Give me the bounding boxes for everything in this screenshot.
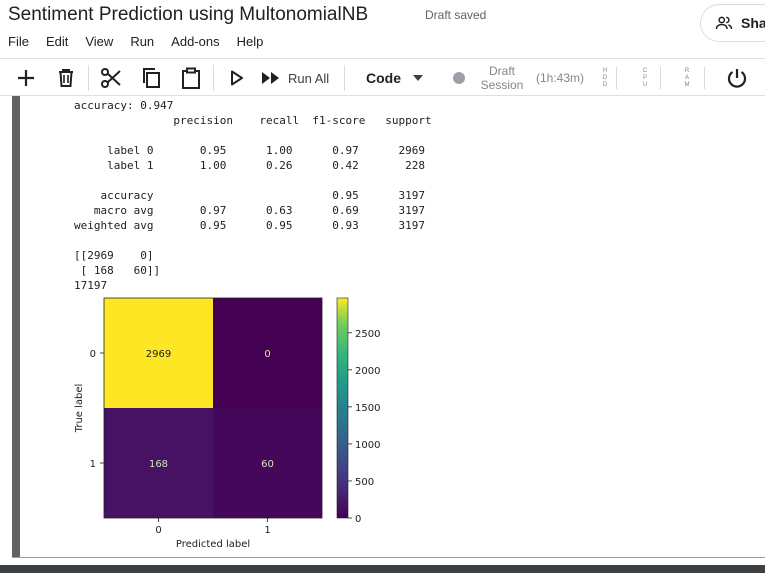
output-line (74, 173, 432, 188)
scissors-icon (101, 68, 121, 88)
colorbar-tick-label: 1000 (355, 440, 380, 451)
run-all-button[interactable]: Run All (260, 59, 340, 97)
heatmap-cell (104, 408, 213, 518)
output-line: macro avg 0.97 0.63 0.69 3197 (74, 204, 425, 217)
menu-bar: File Edit View Run Add-ons Help (0, 34, 272, 52)
cell-value-label: 2969 (146, 349, 171, 360)
save-status: Draft saved (425, 8, 487, 22)
trash-icon (59, 69, 73, 87)
meter-divider (616, 67, 617, 89)
fast-forward-icon (262, 72, 279, 84)
plus-icon (18, 70, 34, 86)
toolbar-divider (88, 65, 89, 91)
colorbar-tick-label: 2500 (355, 329, 380, 340)
cell-selection-bar (12, 96, 20, 558)
play-icon (231, 70, 243, 86)
ram-meter: RAM (682, 59, 692, 97)
output-line: accuracy 0.95 3197 (74, 189, 425, 202)
power-icon (727, 69, 747, 88)
delete-cell-button[interactable] (52, 59, 80, 97)
status-dot-icon (453, 72, 465, 84)
session-line-1: Draft (488, 64, 515, 78)
output-line: label 1 1.00 0.26 0.42 228 (74, 159, 425, 172)
paste-button[interactable] (177, 59, 205, 97)
output-line: precision recall f1-score support (74, 114, 432, 127)
y-tick-label: 1 (90, 459, 96, 470)
output-line: 17197 (74, 279, 108, 292)
output-line (74, 128, 432, 143)
notebook-title[interactable]: Sentiment Prediction using MultonomialNB (8, 4, 369, 25)
session-timer: (1h:43m) (533, 59, 587, 97)
heatmap-frame (103, 297, 323, 519)
session-timer-text: (1h:43m) (535, 71, 585, 85)
x-tick-label: 1 (264, 525, 270, 536)
colorbar-ticks: 0 500 1000 1500 2000 2500 (348, 329, 380, 525)
x-axis-label: Predicted label (176, 539, 250, 550)
output-line: accuracy: 0.947 (74, 99, 174, 112)
x-tick-label: 0 (155, 525, 161, 536)
clipboard-icon (182, 67, 200, 89)
menu-run[interactable]: Run (130, 34, 155, 49)
colorbar-tick-label: 1500 (355, 403, 380, 414)
heatmap-cells: 2969 0 168 60 (104, 298, 322, 518)
toolbar-divider (213, 65, 214, 91)
colorbar-tick-label: 2000 (355, 366, 380, 377)
session-status-dot (452, 59, 466, 97)
cell-bottom-border (12, 557, 765, 558)
title-bar: Sentiment Prediction using MultonomialNB… (0, 0, 765, 42)
cut-button[interactable] (97, 59, 125, 97)
run-cell-button[interactable] (226, 59, 248, 97)
menu-add-ons[interactable]: Add-ons (171, 34, 220, 49)
chevron-down-icon (413, 75, 423, 81)
output-line (74, 233, 432, 248)
colorbar-tick-label: 0 (355, 514, 361, 525)
menu-edit[interactable]: Edit (45, 34, 69, 49)
menu-view[interactable]: View (85, 34, 114, 49)
output-line: label 0 0.95 1.00 0.97 2969 (74, 144, 425, 157)
run-all-label: Run All (288, 70, 330, 86)
y-axis-label: True label (74, 384, 85, 434)
output-line: [[2969 0] (74, 249, 154, 262)
heatmap-cell (213, 408, 322, 518)
classification-report-output: accuracy: 0.947 precision recall f1-scor… (74, 98, 432, 293)
cpu-meter: CPU (640, 59, 650, 97)
share-button[interactable]: Sha (700, 4, 765, 42)
share-people-icon (715, 16, 733, 30)
ram-meter-label: RAM (684, 67, 690, 88)
output-line: weighted avg 0.95 0.95 0.93 3197 (74, 219, 425, 232)
toolbar: Run All Code Draft Session (1h:43m) HDD … (0, 58, 765, 96)
cpu-meter-label: CPU (642, 67, 648, 88)
cell-value-label: 60 (261, 459, 274, 470)
copy-button[interactable] (137, 59, 165, 97)
heatmap-cell (213, 298, 322, 408)
add-cell-button[interactable] (12, 59, 40, 97)
menu-help[interactable]: Help (236, 34, 264, 49)
session-indicator[interactable]: Draft Session (474, 59, 530, 97)
colorbar (336, 297, 349, 519)
y-tick-label: 0 (90, 349, 96, 360)
output-line: [ 168 60]] (74, 264, 161, 277)
y-axis-ticks: 01 (90, 349, 104, 470)
session-line-2: Session (480, 78, 524, 92)
copy-icon (143, 68, 160, 88)
power-button[interactable] (724, 59, 750, 97)
toolbar-divider (344, 65, 345, 91)
status-bar (0, 565, 765, 573)
cell-value-label: 0 (264, 349, 270, 360)
hdd-meter-label: HDD (602, 67, 608, 88)
heatmap-cell (104, 298, 213, 408)
cell-type-select[interactable]: Code (366, 59, 432, 97)
menu-file[interactable]: File (8, 34, 29, 49)
colorbar-tick-label: 500 (355, 477, 374, 488)
meter-divider (660, 67, 661, 89)
meter-divider (704, 67, 705, 89)
hdd-meter: HDD (600, 59, 610, 97)
notebook-cell[interactable]: accuracy: 0.947 precision recall f1-scor… (0, 96, 765, 566)
share-label: Sha (741, 15, 765, 31)
cell-type-value: Code (366, 70, 401, 86)
cell-value-label: 168 (149, 459, 168, 470)
cell-output: accuracy: 0.947 precision recall f1-scor… (20, 96, 765, 558)
